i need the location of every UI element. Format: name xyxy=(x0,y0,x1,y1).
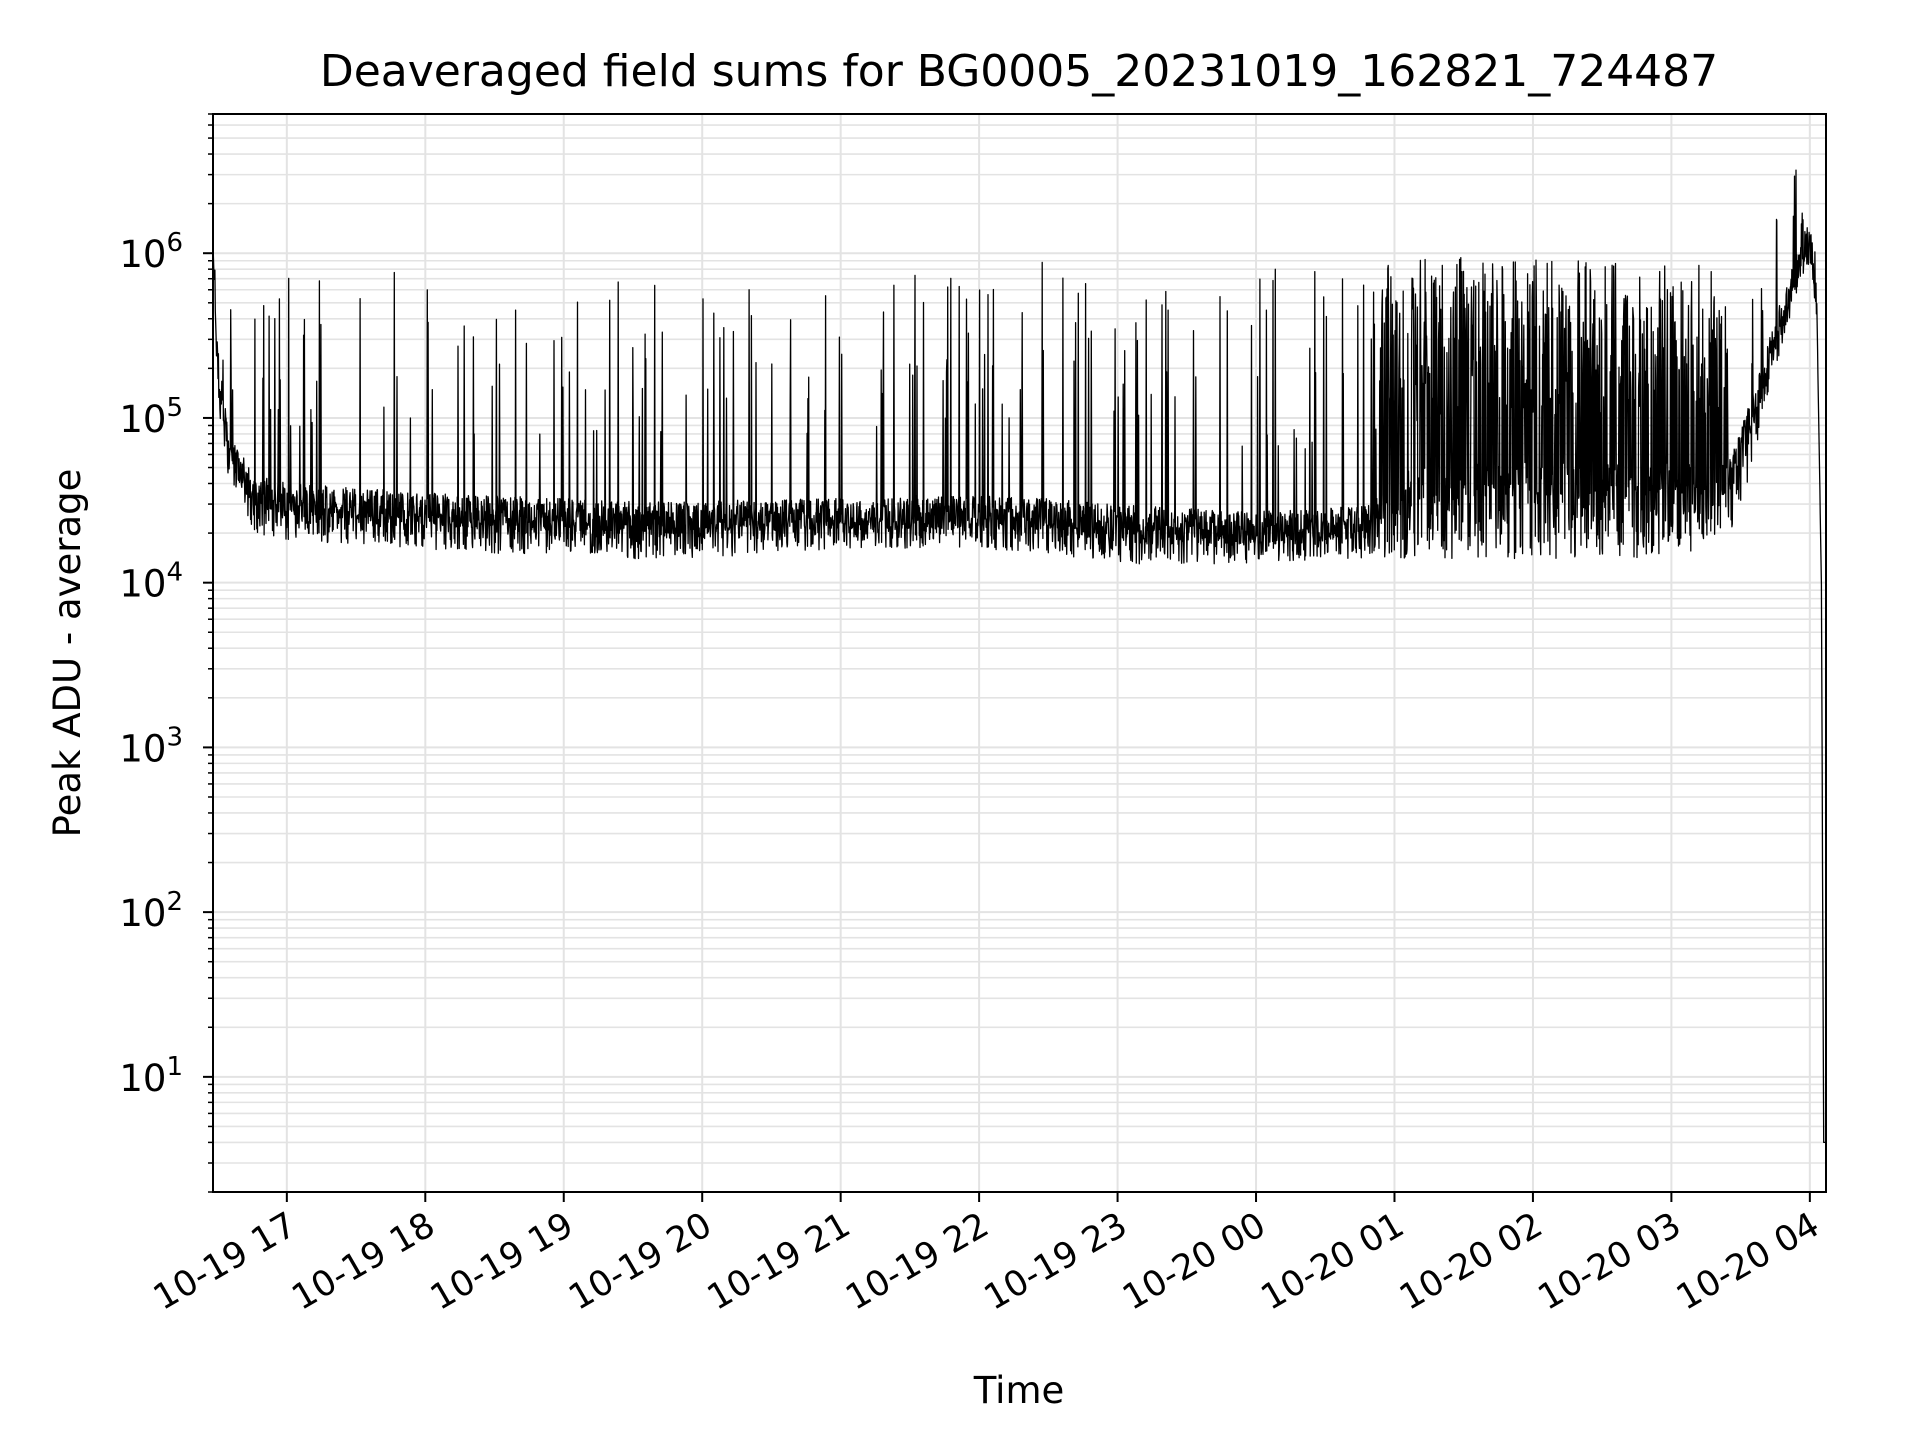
plot-frame xyxy=(212,113,1827,1193)
y-tick-label: 103 xyxy=(119,722,183,770)
x-axis-label: Time xyxy=(973,1369,1065,1412)
chart-title: Deaveraged field sums for BG0005_2023101… xyxy=(320,46,1718,97)
y-tick-label: 104 xyxy=(119,558,183,606)
y-tick-label: 106 xyxy=(119,228,183,276)
y-tick-label: 105 xyxy=(119,393,183,441)
y-tick-label: 101 xyxy=(119,1052,183,1100)
y-tick-label: 102 xyxy=(119,887,183,935)
grid-layer xyxy=(213,113,1826,1193)
y-axis-label: Peak ADU - average xyxy=(46,469,89,838)
series-layer xyxy=(212,169,1827,1144)
series-line xyxy=(212,169,1827,1144)
